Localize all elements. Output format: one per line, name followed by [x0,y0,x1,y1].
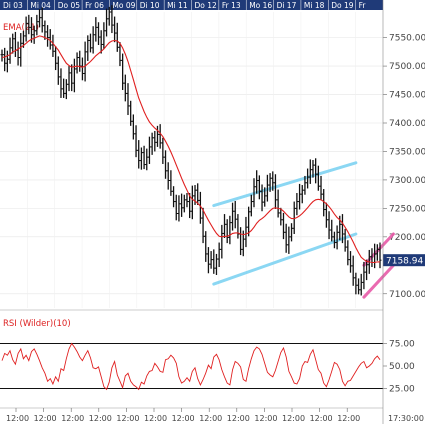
rsi-tick-label: 75.00 [389,340,415,350]
date-label: Fr 06 [85,1,104,10]
time-tick-label: 12:00 [61,414,84,423]
date-label: Mo 16 [249,1,272,10]
time-tick-label: 12:00 [227,414,250,423]
price-grid [0,12,383,308]
price-axis-ticks: 7550.00 7500.00 7450.00 7400.00 7350.00 7300.… [383,34,425,300]
time-tick-label: 12:00 [144,414,167,423]
date-label: Do 19 [331,1,354,10]
rsi-legend-label: RSI (Wilder)(10) [3,319,71,329]
time-tick-label: 12:00 [254,414,277,423]
last-price-badge [383,254,425,267]
price-tick-label: 7100.00 [389,290,425,300]
ema-legend-label: EMA(21) [3,23,39,33]
time-tick-label: 12:00 [34,414,57,423]
price-tick-label: 7400.00 [389,119,425,129]
price-tick-label: 7500.00 [389,62,425,72]
date-label: Di 03 [3,1,23,10]
time-tick-label: 12:00 [282,414,305,423]
date-labels: Di 03 Mi 04 Do 05 Fr 06 Mo 09 Di 10 Mi 11 Do 12… [3,0,366,10]
date-label: Mi 11 [167,1,188,10]
rsi-tick-label: 25.00 [389,385,415,395]
time-tick-label: 12:00 [310,414,333,423]
price-tick-label: 7350.00 [389,147,425,157]
rsi-line [1,342,381,391]
date-label: Mi 18 [304,1,325,10]
date-label: Do 12 [195,1,218,10]
rsi-tick-label: 50.00 [389,362,415,372]
price-tick-label: 7450.00 [389,91,425,101]
time-tick-label: 12:00 [6,414,29,423]
ema-line [1,35,380,264]
date-label: Di 10 [140,1,160,10]
date-label: Fr 13 [222,1,241,10]
channel-lower-line [212,232,358,286]
time-axis-labels: 12:00 12:00 12:00 12:00 12:00 12:00 12:00 12:00… [6,408,424,423]
price-tick-label: 7200.00 [389,233,425,243]
price-tick-label: 7300.00 [389,176,425,186]
channel-upper-line [212,161,358,208]
rsi-axis-ticks: 75.00 50.00 25.00 [383,340,415,395]
last-price-label: 7158.94 [386,257,423,267]
price-tick-label: 7250.00 [389,204,425,214]
date-label: Do 05 [58,1,81,10]
date-label: Mi 04 [30,1,51,10]
price-tick-label: 7550.00 [389,34,425,44]
time-last-label: 17:30:00 [388,414,424,423]
time-tick-label: 12:00 [116,414,139,423]
time-tick-label: 12:00 [199,414,222,423]
time-tick-label: 12:00 [337,414,360,423]
wedge-lower-line [362,263,395,299]
time-tick-label: 12:00 [89,414,112,423]
date-label: Di 17 [277,1,297,10]
time-tick-label: 12:00 [172,414,195,423]
rsi-layer [0,342,383,391]
date-label: Mo 09 [112,1,135,10]
price-layer: 7158.94 [0,5,425,299]
date-label: Fr [359,1,367,10]
